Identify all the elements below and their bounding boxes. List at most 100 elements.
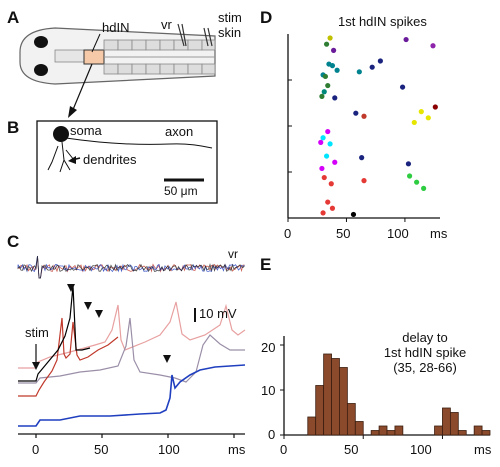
label-stim-a: stim	[218, 10, 242, 25]
raster-point	[322, 73, 329, 80]
axon-shape	[65, 137, 213, 149]
histogram-bar	[434, 425, 443, 436]
raster-point	[361, 178, 367, 184]
raster-point	[421, 185, 427, 191]
histogram-bar	[449, 412, 459, 436]
raster-point	[405, 161, 412, 167]
raster-point	[332, 95, 338, 101]
trace-light-red	[18, 301, 246, 369]
panel-letter-a: A	[7, 8, 20, 27]
raster-point	[425, 115, 431, 121]
e-annotation-line1: delay to	[402, 330, 448, 345]
raster-point	[414, 179, 420, 185]
label-scale-c: 10 mV	[199, 306, 237, 321]
raster-point	[320, 210, 326, 216]
histogram-bar	[346, 403, 356, 436]
d-x-tick-100: 100	[387, 226, 409, 241]
panel-letter-d: D	[260, 8, 273, 27]
d-title: 1st hdIN spikes	[338, 14, 427, 29]
left-eye	[34, 36, 48, 48]
raster-point	[319, 93, 325, 99]
histogram-bar	[331, 358, 340, 436]
trace-red	[18, 317, 119, 397]
e-annotation-line2: 1st hdIN spike	[383, 345, 467, 360]
histogram-bar	[354, 421, 364, 436]
raster-point	[432, 104, 438, 110]
raster-point	[325, 128, 331, 135]
dendrites-shape	[47, 141, 75, 173]
raster-point	[407, 173, 413, 179]
raster-point	[430, 43, 436, 49]
histogram-bar	[394, 425, 404, 436]
raster-point	[350, 211, 357, 218]
trace-black	[18, 285, 91, 382]
label-vr-a: vr	[161, 17, 172, 32]
e-y-tick-20: 20	[261, 340, 276, 355]
d-x-tick-50: 50	[336, 226, 351, 241]
label-soma: soma	[70, 123, 102, 138]
raster-point	[399, 84, 406, 90]
raster-point	[329, 63, 336, 69]
panel-letter-e: E	[260, 255, 272, 274]
vr-trace-line	[17, 255, 245, 279]
e-y-tick-0: 0	[268, 427, 276, 442]
raster-point	[361, 113, 367, 119]
raster-point	[359, 155, 365, 161]
histogram-bar	[370, 430, 380, 436]
histogram-bar	[307, 416, 317, 436]
e-x-tick-0: 0	[280, 442, 288, 457]
raster-point	[332, 159, 338, 165]
raster-point	[403, 36, 409, 43]
label-axon: axon	[165, 124, 194, 139]
soma-shape	[53, 126, 69, 142]
d-x-tick-ms: ms	[430, 226, 448, 241]
c-x-tick-100: 100	[158, 442, 180, 457]
label-vr-c: vr	[228, 247, 238, 261]
trace-blue	[18, 364, 246, 427]
raster-point	[353, 110, 359, 116]
vr-trace-line	[17, 255, 245, 279]
label-scale-b: 50 μm	[164, 184, 198, 198]
histogram-bar	[323, 353, 332, 436]
histogram-bar	[339, 367, 348, 436]
membrane-traces	[18, 285, 246, 427]
raster-point	[356, 69, 362, 75]
d-x-tick-0: 0	[284, 226, 292, 241]
myotome-segments	[103, 39, 216, 75]
raster-point	[321, 174, 327, 181]
label-stim-c: stim	[25, 325, 49, 340]
raster-point	[418, 109, 424, 115]
raster-point	[369, 64, 375, 70]
raster-point	[320, 135, 326, 141]
vr-trace	[17, 255, 245, 279]
c-x-tick-50: 50	[94, 442, 109, 457]
e-annotation-line3: (35, 28-66)	[393, 360, 457, 375]
e-x-tick-50: 50	[344, 442, 359, 457]
histogram-bar	[386, 430, 396, 436]
raster-point	[331, 47, 337, 53]
raster-point	[325, 82, 331, 89]
c-x-tick-ms: ms	[228, 442, 246, 457]
raster-point	[325, 199, 331, 205]
raster-point	[319, 165, 325, 172]
e-x-tick-ms: ms	[474, 442, 492, 457]
raster-point	[411, 119, 417, 126]
raster-point	[327, 141, 333, 147]
raster-point	[318, 139, 324, 145]
histogram-bar	[481, 430, 491, 436]
c-x-tick-0: 0	[32, 442, 40, 457]
raster-point	[321, 89, 327, 95]
panel-letter-b: B	[7, 118, 20, 137]
label-skin: skin	[218, 25, 242, 40]
raster-point	[334, 67, 340, 73]
histogram-bar	[457, 430, 467, 436]
panel-letter-c: C	[7, 232, 20, 251]
raster-point	[328, 181, 334, 187]
trace-grey	[18, 317, 245, 384]
histogram-bar	[442, 407, 451, 436]
raster-point	[329, 205, 336, 211]
